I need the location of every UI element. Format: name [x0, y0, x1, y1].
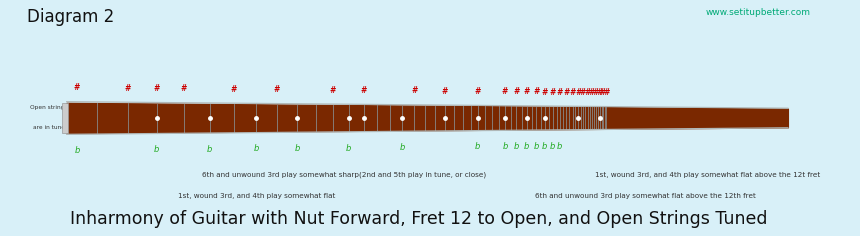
Text: #: #	[580, 88, 587, 97]
Text: 1st, wound 3rd, and 4th play somewhat flat: 1st, wound 3rd, and 4th play somewhat fl…	[177, 193, 335, 199]
Text: b: b	[513, 142, 519, 151]
Text: b: b	[534, 142, 539, 151]
Text: b: b	[476, 143, 481, 152]
Text: b: b	[154, 145, 159, 154]
Text: www.setitupbetter.com: www.setitupbetter.com	[705, 8, 810, 17]
Text: #: #	[550, 88, 556, 97]
Text: #: #	[533, 87, 540, 97]
Text: #: #	[575, 88, 581, 97]
Text: #: #	[329, 86, 335, 95]
Text: #: #	[513, 87, 519, 96]
Text: #: #	[597, 88, 603, 97]
Text: b: b	[557, 142, 562, 151]
Text: b: b	[75, 146, 80, 155]
Text: #: #	[600, 88, 606, 97]
Text: #: #	[524, 87, 530, 96]
Text: #: #	[125, 84, 131, 93]
Text: #: #	[74, 83, 80, 92]
Text: #: #	[502, 87, 508, 96]
Text: #: #	[541, 88, 548, 97]
Text: #: #	[442, 87, 448, 96]
Text: 1st, wound 3rd, and 4th play somewhat flat above the 12t fret: 1st, wound 3rd, and 4th play somewhat fl…	[595, 172, 820, 178]
Text: b: b	[400, 143, 405, 152]
Text: Inharmony of Guitar with Nut Forward, Fret 12 to Open, and Open Strings Tuned: Inharmony of Guitar with Nut Forward, Fr…	[70, 210, 767, 228]
Text: #: #	[273, 85, 280, 94]
Text: #: #	[475, 87, 481, 96]
Text: #: #	[153, 84, 160, 93]
Text: b: b	[207, 145, 212, 154]
Bar	[62, 103, 68, 133]
Text: 6th and unwound 3rd play somewhat flat above the 12th fret: 6th and unwound 3rd play somewhat flat a…	[535, 193, 756, 199]
Text: #: #	[593, 88, 599, 97]
Text: b: b	[346, 143, 351, 153]
Text: #: #	[585, 88, 591, 97]
Text: #: #	[563, 88, 569, 97]
Text: #: #	[230, 85, 237, 94]
Text: Diagram 2: Diagram 2	[28, 8, 114, 26]
Text: b: b	[542, 142, 547, 151]
Text: #: #	[360, 86, 367, 95]
Text: Open strings: Open strings	[30, 105, 68, 110]
Text: #: #	[556, 88, 563, 97]
Text: #: #	[411, 86, 418, 95]
Text: #: #	[181, 84, 187, 93]
Text: b: b	[524, 142, 530, 151]
Text: (2nd and 5th play in tune, or close): (2nd and 5th play in tune, or close)	[359, 172, 486, 178]
Text: b: b	[254, 144, 259, 153]
Text: #: #	[569, 88, 576, 97]
Text: b: b	[550, 142, 556, 151]
Text: 6th and unwound 3rd play somewhat sharp: 6th and unwound 3rd play somewhat sharp	[201, 172, 359, 178]
Text: #: #	[589, 88, 595, 97]
Text: are in tune: are in tune	[33, 125, 65, 130]
Text: b: b	[294, 144, 300, 153]
Text: b: b	[502, 142, 508, 151]
Text: #: #	[603, 88, 610, 97]
